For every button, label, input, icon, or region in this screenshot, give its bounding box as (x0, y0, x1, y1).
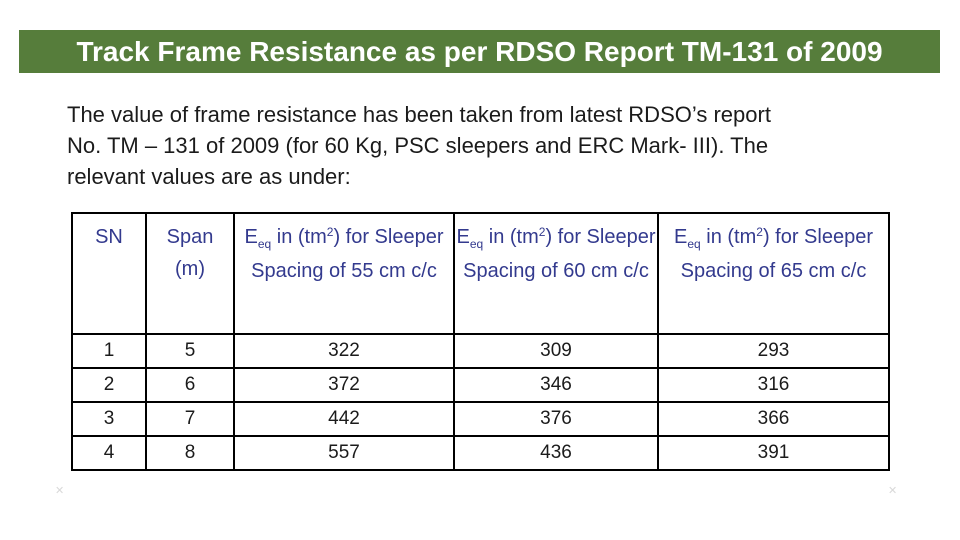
table-cell: 5 (145, 333, 235, 369)
eq-subscript: eq (687, 237, 701, 251)
eq-symbol: E (456, 226, 470, 248)
table-cell: 316 (657, 367, 890, 403)
table-cell: 6 (145, 367, 235, 403)
eq-subscript: eq (469, 237, 484, 251)
table-cell: 366 (657, 401, 890, 437)
table-cell: 372 (233, 367, 455, 403)
eq-symbol: E (673, 226, 688, 248)
col-header-eq-65: Eeq in (tm2) for Sleeper Spacing of 65 c… (657, 212, 890, 335)
col-header-eq-60: Eeq in (tm2) for Sleeper Spacing of 60 c… (453, 212, 659, 335)
table-cell: 293 (657, 333, 890, 369)
table-cell: 376 (453, 401, 659, 437)
table-row: 4 8 557 436 391 (71, 435, 890, 471)
table-cell: 8 (145, 435, 235, 471)
eq-subscript: eq (257, 237, 272, 251)
crop-mark-left-icon: ✕ (55, 485, 65, 497)
table-row: 3 7 442 376 366 (71, 401, 890, 437)
eq-symbol: E (244, 226, 258, 248)
eq-units: in (tm (483, 226, 539, 248)
table-row: 2 6 372 346 316 (71, 367, 890, 403)
table-cell: 322 (233, 333, 455, 369)
table-header-row: SN Span (m) Eeq in (tm2) for Sleeper Spa… (71, 212, 890, 335)
eq-description: ) for Sleeper Spacing of 65 cm c/c (680, 226, 873, 282)
eq-units: in (tm (271, 226, 327, 248)
table-cell: 3 (71, 401, 147, 437)
col-header-sn: SN (71, 212, 147, 335)
table-cell: 7 (145, 401, 235, 437)
title-bar: Track Frame Resistance as per RDSO Repor… (19, 30, 940, 73)
table-cell: 391 (657, 435, 890, 471)
eq-superscript: 2 (538, 225, 546, 239)
table-cell: 442 (233, 401, 455, 437)
table-cell: 2 (71, 367, 147, 403)
col-header-span-label: Span (m) (166, 226, 214, 280)
col-header-span: Span (m) (145, 212, 235, 335)
intro-paragraph: The value of frame resistance has been t… (67, 102, 771, 189)
table-cell: 309 (453, 333, 659, 369)
page-title: Track Frame Resistance as per RDSO Repor… (76, 35, 883, 67)
eq-description: ) for Sleeper Spacing of 60 cm c/c (463, 226, 656, 282)
table-body: 1 5 322 309 293 2 6 372 346 316 3 7 442 376 366 4 8 557 43… (71, 333, 890, 471)
table-cell: 4 (71, 435, 147, 471)
table-cell: 436 (453, 435, 659, 471)
col-header-sn-label: SN (95, 226, 123, 248)
eq-units: in (tm (700, 226, 757, 248)
eq-description: ) for Sleeper Spacing of 55 cm c/c (251, 226, 444, 282)
table-cell: 346 (453, 367, 659, 403)
resistance-table: SN Span (m) Eeq in (tm2) for Sleeper Spa… (71, 212, 890, 471)
eq-superscript: 2 (326, 225, 334, 239)
table-row: 1 5 322 309 293 (71, 333, 890, 369)
table-cell: 557 (233, 435, 455, 471)
table-cell: 1 (71, 333, 147, 369)
col-header-eq-55: Eeq in (tm2) for Sleeper Spacing of 55 c… (233, 212, 455, 335)
crop-mark-right-icon: ✕ (888, 485, 898, 497)
eq-superscript: 2 (756, 225, 763, 239)
